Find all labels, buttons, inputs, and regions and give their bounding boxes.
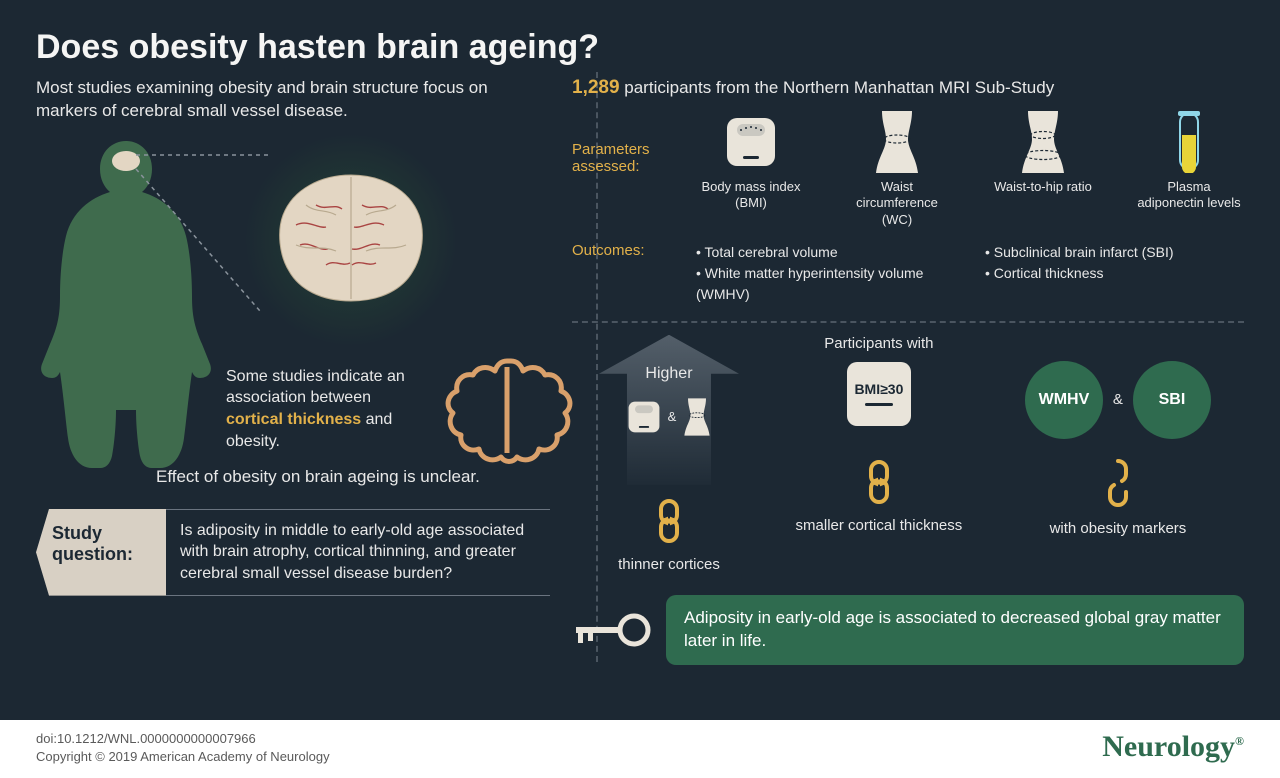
cortical-note: Some studies indicate an association bet… (226, 366, 426, 452)
outcomes-label: Outcomes: (572, 242, 678, 305)
cortical-note-highlight: cortical thickness (226, 411, 361, 428)
horizontal-divider (572, 321, 1244, 323)
broken-chain-icon (1101, 459, 1135, 507)
bmi-threshold: BMI≥30 (854, 381, 903, 397)
study-question-label: Study question: (36, 509, 166, 596)
participants-line: 1,289 participants from the Northern Man… (572, 77, 1244, 99)
infographic-canvas: Does obesity hasten brain ageing? Most s… (0, 0, 1280, 720)
results-row: Higher & (572, 335, 1244, 573)
bmi-box-icon: BMI≥30 (847, 362, 911, 426)
result-label-3: with obesity markers (992, 520, 1244, 537)
result-bmi30: Participants with BMI≥30 smaller cortica… (782, 335, 976, 534)
conclusion-row: Adiposity in early-old age is associated… (572, 595, 1244, 665)
ampersand: & (668, 409, 677, 424)
outcome-item: Total cerebral volume (696, 242, 955, 263)
result-label-2: smaller cortical thickness (782, 517, 976, 534)
torso-waist-icon (872, 111, 922, 173)
chain-link-icon (864, 460, 894, 504)
doi-text: doi:10.1212/WNL.0000000000007966 (36, 730, 330, 748)
outcomes-row: Outcomes: Total cerebral volume White ma… (572, 242, 1244, 305)
brain-circle (246, 135, 456, 345)
param-wc: Waist circumference (WC) (842, 111, 952, 228)
brand-logo: Neurology® (1102, 730, 1244, 764)
left-graphics: Some studies indicate an association bet… (36, 141, 550, 461)
conclusion-text: Adiposity in early-old age is associated… (666, 595, 1244, 665)
footer: doi:10.1212/WNL.0000000000007966 Copyrig… (0, 720, 1280, 766)
param-adiponectin: Plasma adiponectin levels (1134, 111, 1244, 228)
copyright-text: Copyright © 2019 American Academy of Neu… (36, 748, 330, 766)
parameters-label: Parameters assessed: (572, 111, 678, 175)
test-tube-icon (1176, 111, 1202, 173)
cortical-note-pre: Some studies indicate an association bet… (226, 368, 405, 407)
scale-icon (723, 114, 779, 170)
param-bmi-label: Body mass index (BMI) (696, 179, 806, 212)
result-label-1: thinner cortices (572, 556, 766, 573)
higher-label: Higher (599, 365, 739, 383)
ampersand: & (1113, 391, 1123, 408)
chain-link-icon (654, 499, 684, 543)
result-higher: Higher & (572, 335, 766, 573)
cortex-outline-icon (432, 353, 582, 473)
participants-text: participants from the Northern Manhattan… (620, 78, 1055, 97)
outcome-item: Subclinical brain infarct (SBI) (985, 242, 1244, 263)
wmhv-circle: WMHV (1025, 361, 1103, 439)
sbi-circle: SBI (1133, 361, 1211, 439)
scale-mini-icon (626, 399, 662, 435)
intro-text: Most studies examining obesity and brain… (36, 77, 516, 123)
brain-detailed-icon (266, 165, 436, 315)
outcome-item: White matter hyperintensity volume (WMHV… (696, 263, 955, 305)
left-column: Most studies examining obesity and brain… (36, 77, 550, 702)
participants-with-label: Participants with (782, 335, 976, 352)
param-whr-label: Waist-to-hip ratio (988, 179, 1098, 195)
right-column: 1,289 participants from the Northern Man… (572, 77, 1244, 702)
result-wmhv-sbi: WMHV & SBI with obesity markers (992, 335, 1244, 537)
up-arrow-icon: Higher & (599, 335, 739, 485)
participants-count: 1,289 (572, 77, 620, 98)
outcomes-col-2: Subclinical brain infarct (SBI) Cortical… (985, 242, 1244, 305)
torso-mini-icon (682, 397, 712, 437)
study-question-box: Study question: Is adiposity in middle t… (36, 509, 550, 596)
page-title: Does obesity hasten brain ageing? (36, 28, 1244, 67)
outcome-item: Cortical thickness (985, 263, 1244, 284)
brand-name: Neurology (1102, 730, 1235, 763)
param-whr: Waist-to-hip ratio (988, 111, 1098, 228)
study-question-text: Is adiposity in middle to early-old age … (166, 509, 550, 596)
param-wc-label: Waist circumference (WC) (842, 179, 952, 228)
outcomes-col-1: Total cerebral volume White matter hyper… (696, 242, 955, 305)
param-bmi: Body mass index (BMI) (696, 111, 806, 228)
parameters-row: Parameters assessed: Body mass index (BM… (572, 111, 1244, 228)
param-adiponectin-label: Plasma adiponectin levels (1134, 179, 1244, 212)
key-icon (572, 610, 652, 650)
torso-hip-icon (1018, 111, 1068, 173)
